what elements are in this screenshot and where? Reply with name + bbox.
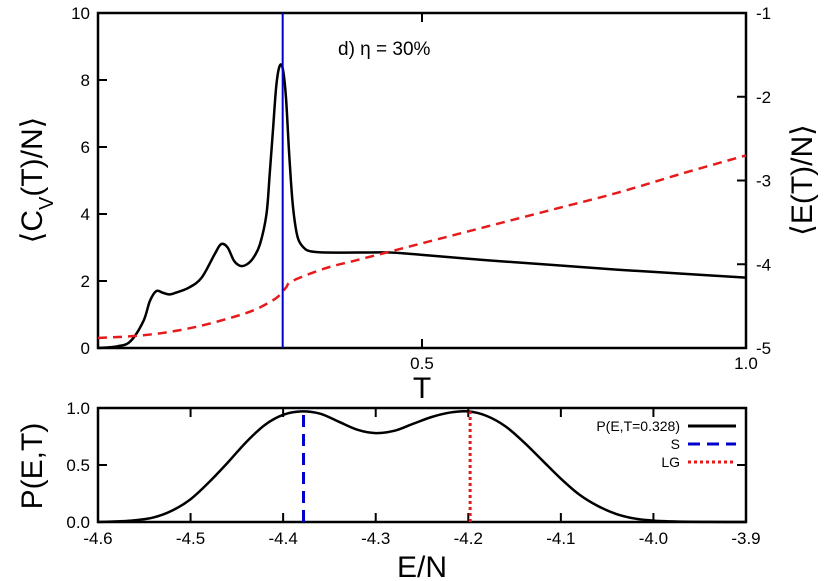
- bottom-y-tick-label: 0.5: [66, 456, 90, 475]
- top-left-tick-label: 8: [81, 71, 90, 90]
- top-right-tick-label: -3: [756, 172, 771, 191]
- top-left-tick-label: 6: [81, 138, 90, 157]
- top-left-tick-label: 10: [71, 4, 90, 23]
- heat-capacity-curve: [97, 63, 747, 350]
- top-right-axis-title: ⟨E(T)/N⟩: [786, 124, 819, 236]
- bottom-x-tick-label: -4.5: [176, 529, 205, 548]
- bottom-x-tick-label: -4.3: [361, 529, 390, 548]
- legend-label: LG: [661, 454, 680, 470]
- legend-label: P(E,T=0.328): [596, 418, 680, 434]
- top-right-tick-label: -1: [756, 4, 771, 23]
- top-plot-frame: [96, 11, 748, 350]
- energy-curve: [97, 154, 747, 340]
- bottom-y-axis-title: P(E,T): [16, 423, 49, 510]
- bottom-legend: P(E,T=0.328) S LG: [596, 418, 736, 470]
- top-annotation: d) η = 30%: [338, 39, 431, 60]
- energy-distribution-curve: [97, 409, 747, 524]
- top-right-tick-label: -4: [756, 255, 771, 274]
- bottom-panel: 0.0 0.5 1.0 -4.6 -4.5 -4.4 -4.3 -4.2 -4.1 -4.0 -3.…: [16, 399, 761, 581]
- bottom-y-tick-label: 1.0: [66, 399, 90, 418]
- bottom-x-tick-label: -4.0: [639, 529, 668, 548]
- bottom-x-tick-label: -4.6: [83, 529, 112, 548]
- top-panel: 0 2 4 6 8 10 -5 -4 -3 -2 -1 0.5 1.0 d) η = 30% T ⟨CV…: [16, 4, 819, 405]
- top-left-axis-title: ⟨CV(T)/N⟩: [16, 117, 58, 244]
- top-left-tick-label: 2: [81, 272, 90, 291]
- top-x-axis-title: T: [413, 372, 431, 405]
- bottom-x-tick-label: -4.1: [546, 529, 575, 548]
- top-right-tick-label: -2: [756, 88, 771, 107]
- bottom-series: [97, 409, 747, 524]
- top-series: [97, 13, 747, 350]
- bottom-y-tick-label: 0.0: [66, 513, 90, 532]
- bottom-x-tick-label: -4.4: [268, 529, 297, 548]
- top-ticks: 0 2 4 6 8 10 -5 -4 -3 -2 -1 0.5 1.0: [71, 4, 771, 373]
- bottom-x-axis-title: E/N: [397, 551, 447, 581]
- top-x-tick-label: 0.5: [410, 354, 434, 373]
- bottom-ticks: 0.0 0.5 1.0 -4.6 -4.5 -4.4 -4.3 -4.2 -4.1 -4.0 -3.…: [66, 399, 760, 548]
- top-left-tick-label: 4: [81, 205, 90, 224]
- top-x-tick-label: 1.0: [734, 354, 758, 373]
- legend-label: S: [671, 436, 680, 452]
- top-right-tick-label: -5: [756, 339, 771, 358]
- bottom-x-tick-label: -3.9: [731, 529, 760, 548]
- top-left-tick-label: 0: [81, 339, 90, 358]
- bottom-x-tick-label: -4.2: [454, 529, 483, 548]
